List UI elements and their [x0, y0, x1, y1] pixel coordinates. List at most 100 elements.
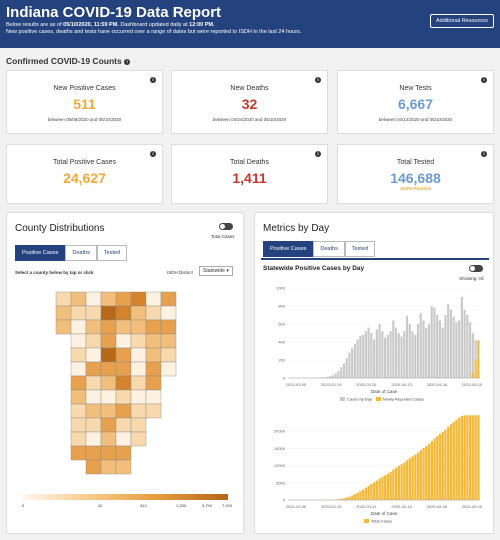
- county-shape: [160, 319, 177, 335]
- info-icon[interactable]: i: [481, 77, 487, 83]
- cases-by-day-bar: [438, 320, 441, 378]
- county-shape: [70, 403, 87, 419]
- info-icon[interactable]: i: [150, 151, 156, 157]
- county-shape: [85, 347, 102, 363]
- total-cases-bar: [353, 494, 357, 500]
- info-icon[interactable]: i: [150, 77, 156, 83]
- total-cases-bar: [466, 415, 469, 500]
- total-cases-bar: [370, 483, 373, 500]
- cases-by-day-bar: [427, 324, 431, 378]
- cases-by-day-bar: [469, 322, 472, 378]
- county-shape: [85, 417, 102, 433]
- newly-reported-bar: [477, 340, 480, 378]
- county-shape: [70, 417, 87, 433]
- cases-by-day-bar: [455, 322, 458, 378]
- y-tick-label: 0: [283, 376, 286, 381]
- total-cases-bar: [348, 496, 351, 500]
- total-cases-bar: [416, 452, 420, 500]
- legend-label: Cases by Day: [347, 397, 372, 402]
- county-shape: [115, 305, 132, 321]
- county-shape: [70, 347, 87, 363]
- cases-by-day-bar: [326, 376, 329, 378]
- county-shape: [70, 375, 87, 391]
- info-icon[interactable]: i: [315, 151, 321, 157]
- cases-by-day-bar: [425, 327, 428, 378]
- county-shape: [130, 291, 147, 307]
- total-cases-bar: [430, 441, 433, 500]
- county-shape: [100, 305, 117, 321]
- county-shape: [115, 431, 132, 447]
- additional-resources-button[interactable]: Additional Resources: [430, 14, 494, 28]
- info-icon[interactable]: i: [315, 77, 321, 83]
- total-cases-bar: [397, 465, 401, 500]
- y-tick-label: 400: [278, 340, 285, 345]
- county-shape: [100, 389, 117, 405]
- county-shape: [145, 361, 162, 377]
- showing-toggle[interactable]: [469, 265, 483, 272]
- tab-deaths[interactable]: Deaths: [65, 245, 97, 261]
- indiana-county-map[interactable]: [48, 290, 198, 480]
- county-shape: [130, 417, 147, 433]
- total-cases-bar: [337, 499, 340, 500]
- total-cases-toggle[interactable]: [219, 223, 233, 230]
- district-select[interactable]: Statewide ▾: [199, 266, 233, 276]
- cases-by-day-bar: [359, 335, 362, 378]
- county-shape: [130, 403, 147, 419]
- x-tick-label: 2020-04-26: [427, 504, 448, 509]
- legend-tick: 7,100: [222, 503, 233, 508]
- cases-by-day-bar: [381, 331, 384, 378]
- y-tick-label: 0: [283, 498, 286, 503]
- tab-positive-cases[interactable]: Positive Cases: [15, 245, 66, 261]
- info-icon[interactable]: i: [481, 151, 487, 157]
- county-shape: [85, 375, 102, 391]
- county-shape: [130, 305, 147, 321]
- total-cases-bar: [359, 491, 362, 500]
- total-cases-bar: [400, 464, 403, 500]
- county-shape: [145, 319, 162, 335]
- county-shape: [145, 291, 162, 307]
- total-cases-bar: [458, 417, 461, 500]
- total-cases-bar: [373, 482, 376, 500]
- tab-metrics-deaths[interactable]: Deaths: [313, 241, 345, 257]
- cases-by-day-bar: [444, 315, 447, 378]
- county-shape: [100, 347, 117, 363]
- x-tick-label: 2020-03-19: [321, 504, 342, 509]
- tab-metrics-tested[interactable]: Tested: [344, 241, 376, 257]
- total-cases-bar: [447, 426, 450, 500]
- x-tick-label: 2020-04-13: [391, 382, 412, 387]
- counts-section-title: Confirmed COVID-19 Counts i: [6, 56, 131, 66]
- divider: [261, 258, 489, 260]
- cases-by-day-bar: [353, 343, 356, 378]
- total-cases-bar: [384, 475, 387, 500]
- x-tick-label: 2020-04-26: [427, 382, 448, 387]
- legend-swatch: [340, 397, 345, 401]
- total-cases-bar: [381, 476, 384, 500]
- county-shape: [85, 333, 102, 349]
- total-cases-bar: [433, 438, 436, 500]
- total-cases-bar: [345, 497, 348, 500]
- total-cases-bar: [436, 436, 439, 500]
- cases-by-day-bar: [384, 337, 387, 378]
- county-shape: [145, 347, 162, 363]
- cases-by-day-bar: [416, 324, 420, 378]
- cases-by-day-bar: [441, 327, 444, 378]
- county-shape: [85, 459, 102, 475]
- county-shape: [130, 347, 147, 363]
- county-shape: [130, 361, 147, 377]
- info-icon[interactable]: i: [124, 58, 131, 65]
- x-tick-label: 2020-03-19: [321, 382, 342, 387]
- newly-reported-bar: [474, 360, 477, 378]
- cases-by-day-bar: [452, 316, 455, 378]
- total-cases-bar: [367, 485, 370, 500]
- cases-by-day-bar: [433, 307, 436, 378]
- tab-tested[interactable]: Tested: [96, 245, 128, 261]
- y-tick-label: 5000: [276, 480, 286, 485]
- county-shape: [160, 291, 177, 307]
- total-cases-bar: [386, 473, 390, 500]
- county-shape: [55, 319, 72, 335]
- legend-swatch: [376, 397, 381, 401]
- total-cases-bar: [340, 498, 343, 500]
- cases-by-day-bar: [351, 348, 354, 378]
- x-tick-label: 2020-05-10: [462, 504, 483, 509]
- tab-metrics-positive[interactable]: Positive Cases: [263, 241, 314, 257]
